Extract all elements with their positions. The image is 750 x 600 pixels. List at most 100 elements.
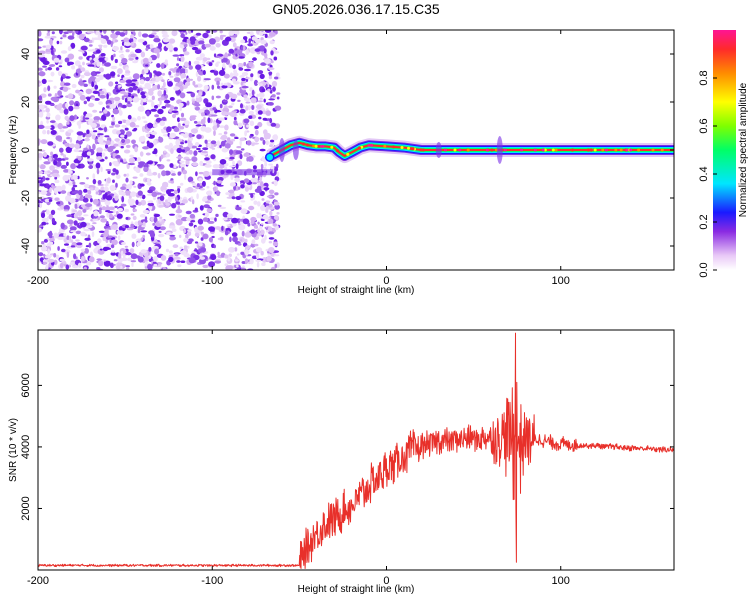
- noise-dot: [237, 92, 242, 96]
- noise-dot: [133, 127, 138, 131]
- noise-dot: [55, 135, 63, 142]
- noise-dot: [223, 82, 228, 86]
- noise-dot: [243, 178, 250, 183]
- noise-dot: [250, 197, 254, 201]
- noise-dot: [55, 161, 62, 167]
- noise-dot: [118, 230, 124, 235]
- noise-dot: [60, 37, 63, 40]
- carrier-spot: [419, 148, 423, 152]
- noise-dot: [67, 53, 75, 60]
- noise-dot: [211, 60, 215, 63]
- noise-dot: [98, 57, 105, 62]
- noise-dot: [189, 136, 193, 141]
- noise-dot: [69, 115, 75, 122]
- noise-dot: [142, 57, 149, 64]
- noise-dot: [251, 89, 255, 96]
- noise-dot: [199, 182, 203, 186]
- noise-dot: [185, 68, 188, 74]
- noise-dot: [196, 193, 199, 200]
- noise-dot: [259, 176, 263, 182]
- noise-dot: [184, 146, 190, 152]
- noise-dot: [38, 30, 42, 37]
- carrier-spot: [330, 145, 334, 149]
- noise-dot: [103, 148, 108, 152]
- noise-dot: [268, 237, 275, 240]
- noise-dot: [249, 31, 254, 36]
- noise-dot: [60, 81, 66, 87]
- noise-dot: [125, 217, 129, 220]
- noise-dot: [229, 149, 234, 156]
- carrier-spot: [317, 144, 321, 148]
- noise-dot: [92, 198, 99, 205]
- noise-dot: [137, 220, 142, 226]
- noise-dot: [96, 61, 101, 67]
- noise-dot: [206, 208, 212, 213]
- noise-dot: [200, 237, 204, 241]
- noise-dot: [150, 131, 158, 136]
- noise-dot: [190, 128, 199, 134]
- noise-dot: [175, 209, 183, 214]
- noise-dot: [123, 42, 131, 46]
- noise-dot: [71, 235, 76, 239]
- noise-dot: [199, 160, 204, 167]
- noise-dot: [100, 166, 103, 173]
- noise-dot: [235, 163, 239, 170]
- noise-dot: [181, 149, 185, 153]
- noise-dot: [94, 186, 99, 192]
- noise-dot: [137, 88, 140, 94]
- noise-dot: [123, 173, 127, 177]
- noise-dot: [255, 247, 263, 253]
- noise-dot: [208, 171, 213, 176]
- noise-dot: [162, 34, 170, 38]
- noise-dot: [51, 31, 55, 35]
- noise-dot: [205, 102, 213, 108]
- noise-dot: [120, 134, 125, 138]
- noise-dot: [241, 230, 245, 237]
- carrier-spot: [370, 143, 374, 147]
- noise-dot: [195, 32, 202, 36]
- noise-dot: [39, 202, 42, 209]
- noise-dot: [238, 67, 244, 71]
- noise-dot: [188, 60, 192, 67]
- noise-dot: [45, 222, 49, 225]
- noise-dot: [232, 160, 235, 166]
- noise-dot: [230, 138, 236, 142]
- noise-dot: [156, 63, 161, 68]
- noise-dot: [98, 74, 104, 81]
- noise-dot: [137, 105, 145, 112]
- noise-dot: [157, 172, 161, 179]
- noise-dot: [179, 68, 186, 75]
- noise-dot: [147, 122, 153, 129]
- noise-dot: [243, 45, 246, 52]
- noise-dot: [171, 30, 178, 37]
- noise-dot: [38, 50, 46, 55]
- noise-dot: [170, 180, 175, 184]
- noise-dot: [121, 242, 126, 245]
- noise-dot: [39, 183, 47, 187]
- noise-dot: [253, 224, 258, 229]
- noise-dot: [195, 125, 199, 129]
- noise-dot: [200, 231, 205, 235]
- noise-dot: [146, 178, 151, 183]
- carrier-spike: [292, 140, 299, 160]
- noise-dot: [183, 36, 189, 40]
- noise-dot: [53, 57, 60, 63]
- noise-dot: [176, 57, 180, 61]
- noise-dot: [66, 214, 73, 218]
- noise-dot: [274, 263, 278, 269]
- noise-dot: [132, 96, 140, 103]
- noise-dot: [260, 250, 264, 256]
- noise-dot: [45, 52, 52, 55]
- noise-dot: [129, 180, 133, 185]
- y-tick-label: 0: [20, 147, 32, 153]
- noise-dot: [153, 213, 161, 218]
- noise-dot: [105, 144, 109, 149]
- noise-dot: [121, 57, 128, 64]
- noise-dot: [74, 60, 81, 67]
- noise-dot: [243, 118, 250, 124]
- noise-dot: [216, 140, 220, 147]
- noise-dot: [134, 221, 139, 227]
- noise-dot: [207, 195, 212, 200]
- noise-dot: [219, 125, 225, 129]
- noise-dot: [158, 42, 162, 49]
